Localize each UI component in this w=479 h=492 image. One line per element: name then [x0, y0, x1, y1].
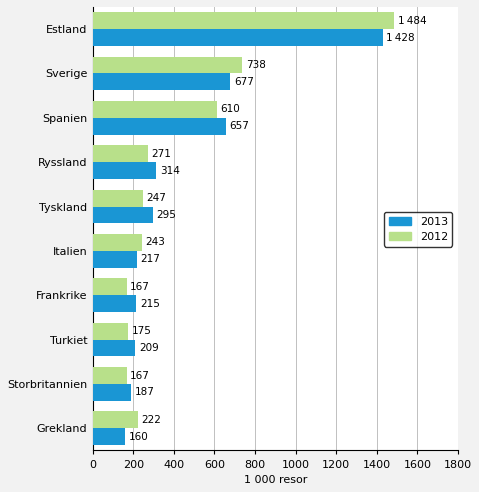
- Text: 657: 657: [230, 121, 250, 131]
- Text: 209: 209: [139, 343, 159, 353]
- Text: 175: 175: [132, 326, 152, 336]
- Bar: [93, 162, 157, 179]
- Bar: [93, 251, 137, 268]
- Text: 314: 314: [160, 166, 180, 176]
- Text: 217: 217: [140, 254, 160, 264]
- Text: 610: 610: [220, 104, 240, 115]
- Bar: [93, 278, 126, 295]
- Bar: [93, 384, 131, 401]
- X-axis label: 1 000 resor: 1 000 resor: [244, 475, 307, 485]
- Text: 167: 167: [130, 282, 150, 292]
- Bar: [93, 118, 226, 135]
- Bar: [93, 12, 394, 29]
- Text: 160: 160: [129, 431, 148, 442]
- Text: 215: 215: [140, 299, 160, 308]
- Bar: [93, 29, 383, 46]
- Bar: [93, 295, 137, 312]
- Bar: [93, 339, 135, 356]
- Bar: [93, 207, 153, 223]
- Text: 243: 243: [146, 238, 166, 247]
- Bar: [93, 429, 125, 445]
- Legend: 2013, 2012: 2013, 2012: [384, 212, 453, 246]
- Text: 1 484: 1 484: [398, 16, 426, 26]
- Bar: [93, 234, 142, 251]
- Bar: [93, 145, 148, 162]
- Bar: [93, 323, 128, 339]
- Text: 222: 222: [141, 415, 161, 425]
- Bar: [93, 101, 217, 118]
- Text: 1 428: 1 428: [386, 32, 415, 42]
- Text: 187: 187: [134, 387, 154, 398]
- Text: 295: 295: [156, 210, 176, 220]
- Text: 247: 247: [147, 193, 166, 203]
- Bar: [93, 57, 242, 73]
- Text: 738: 738: [246, 60, 266, 70]
- Text: 677: 677: [234, 77, 254, 87]
- Bar: [93, 367, 126, 384]
- Text: 271: 271: [151, 149, 171, 159]
- Bar: [93, 190, 143, 207]
- Bar: [93, 411, 138, 429]
- Text: 167: 167: [130, 370, 150, 380]
- Bar: [93, 73, 230, 91]
